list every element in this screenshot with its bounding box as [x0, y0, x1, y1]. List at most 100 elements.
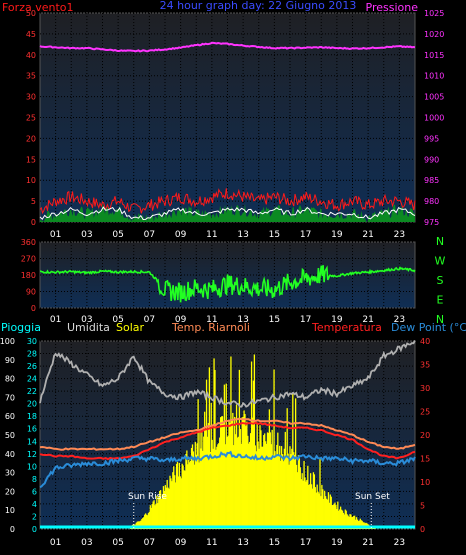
x-tick-label: 09: [175, 315, 187, 325]
panel1-left-tick: 0: [31, 218, 36, 227]
direction-line: [39, 265, 416, 303]
series-layer: [39, 41, 416, 529]
compass-label: N: [436, 313, 444, 326]
humidity-tick: 80: [5, 375, 15, 384]
rain-tick: 28: [27, 350, 37, 359]
temp-tick: 5: [420, 502, 425, 511]
temp-tick: 20: [420, 431, 430, 440]
temp-tick: 25: [420, 408, 430, 417]
humidity-tick: 50: [5, 431, 15, 440]
solar-bars: [129, 354, 376, 529]
gust-line: [39, 188, 416, 215]
x-tick-label: 21: [362, 538, 373, 548]
panel2-left-tick: 0: [31, 304, 36, 313]
legend-humidity: Umidita: [67, 321, 110, 334]
panel2-left-tick: 270: [21, 255, 36, 264]
x-tick-label: 07: [144, 538, 155, 548]
rain-tick: 24: [27, 375, 37, 384]
sun-set-label: Sun Set: [355, 492, 390, 502]
panel1-left-tick: 50: [26, 9, 36, 18]
rain-tick: 20: [27, 400, 37, 409]
x-tick-label: 03: [81, 315, 92, 325]
legend-rain: Pioggia: [1, 321, 41, 334]
x-tick-label: 21: [362, 315, 373, 325]
panel1-right-tick: 1015: [424, 51, 444, 60]
x-tick-label: 01: [50, 230, 61, 240]
chart-title: 24 hour graph day: 22 Giugno 2013: [160, 0, 357, 12]
x-tick-label: 15: [269, 538, 280, 548]
x-tick-label: 09: [175, 538, 187, 548]
rain-tick: 12: [27, 450, 37, 459]
panel2-left-tick: 180: [21, 271, 36, 280]
panel1-right-tick: 995: [424, 134, 439, 143]
temp-tick: 10: [420, 478, 430, 487]
x-tick-label: 11: [206, 230, 217, 240]
humidity-tick: 100: [0, 337, 15, 346]
rain-tick: 8: [32, 475, 37, 484]
humidity-tick: 60: [5, 412, 15, 421]
temperature-line: [39, 421, 416, 461]
rain-tick: 10: [27, 462, 37, 471]
rain-tick: 14: [27, 437, 37, 446]
panel1-left-label: Forza vento1: [2, 1, 74, 14]
rain-tick: 0: [32, 525, 37, 534]
x-tick-label: 17: [300, 230, 311, 240]
x-tick-label: 11: [206, 315, 217, 325]
panel2-left-tick: 90: [26, 288, 36, 297]
x-tick-label: 17: [300, 538, 311, 548]
panel1-right-tick: 1005: [424, 93, 444, 102]
compass-label: E: [437, 294, 444, 307]
panel1-left-tick: 35: [26, 72, 36, 81]
compass-label: W: [435, 255, 446, 268]
heat-index-line: [39, 417, 416, 451]
panel1-right-label: Pressione: [366, 1, 419, 14]
grid-lines: [40, 12, 415, 530]
panel1-left-tick: 15: [26, 155, 36, 164]
x-tick-label: 23: [394, 538, 405, 548]
rain-tick: 26: [27, 362, 37, 371]
x-tick-label: 19: [331, 315, 343, 325]
panel1-right-tick: 1010: [424, 72, 444, 81]
panel1-right-tick: 975: [424, 218, 439, 227]
panel1-left-tick: 30: [26, 93, 36, 102]
x-tick-label: 23: [394, 230, 405, 240]
rain-tick: 22: [27, 387, 37, 396]
compass-label: S: [437, 274, 444, 287]
temp-tick: 30: [420, 384, 430, 393]
temp-tick: 35: [420, 361, 430, 370]
panel1-right-tick: 990: [424, 155, 439, 164]
x-tick-label: 15: [269, 230, 280, 240]
x-tick-label: 01: [50, 538, 61, 548]
humidity-tick: 30: [5, 469, 15, 478]
sun-rise-label: Sun Rise: [128, 492, 167, 502]
rain-tick: 2: [32, 512, 37, 521]
x-tick-label: 07: [144, 230, 155, 240]
wind-area: [40, 203, 415, 222]
x-tick-label: 01: [50, 315, 61, 325]
panel2-left-tick: 360: [21, 238, 36, 247]
panel1-left-tick: 25: [26, 114, 36, 123]
x-tick-label: 05: [112, 538, 123, 548]
humidity-tick: 90: [5, 356, 15, 365]
pressure-line: [39, 41, 416, 53]
temp-tick: 40: [420, 337, 430, 346]
compass-label: N: [436, 235, 444, 248]
rain-tick: 30: [27, 337, 37, 346]
x-tick-label: 19: [331, 538, 343, 548]
legend-dew-point: Dew Point (°C): [391, 321, 466, 334]
panel1-left-tick: 10: [26, 176, 36, 185]
x-tick-label: 05: [112, 315, 123, 325]
legend-solar: Solar: [116, 321, 145, 334]
x-tick-label: 13: [237, 538, 248, 548]
rain-tick: 16: [27, 425, 37, 434]
humidity-tick: 10: [5, 506, 15, 515]
x-tick-label: 21: [362, 230, 373, 240]
panel1-left-tick: 45: [26, 30, 36, 39]
panel1-right-tick: 1020: [424, 30, 444, 39]
rain-tick: 4: [32, 500, 37, 509]
x-tick-label: 11: [206, 538, 217, 548]
panel1-left-tick: 40: [26, 51, 36, 60]
dew-point-line: [39, 450, 416, 489]
